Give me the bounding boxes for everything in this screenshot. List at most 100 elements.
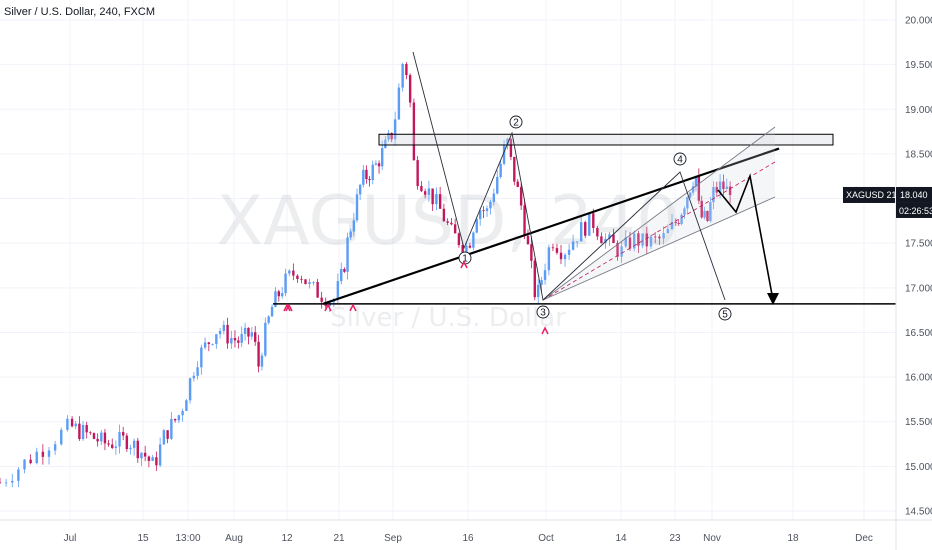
candle-body bbox=[472, 232, 475, 248]
candle bbox=[226, 317, 229, 349]
candle-body bbox=[728, 186, 732, 195]
candle-body bbox=[691, 186, 695, 193]
candle-body bbox=[420, 186, 423, 192]
candle bbox=[267, 315, 270, 325]
candle-body bbox=[683, 208, 686, 215]
candle-body bbox=[496, 177, 499, 194]
candle-body bbox=[499, 163, 502, 178]
candle bbox=[694, 175, 698, 192]
candle bbox=[405, 62, 408, 80]
candle bbox=[387, 130, 390, 142]
candle-body bbox=[725, 186, 728, 190]
candle bbox=[0, 477, 2, 484]
candle-body bbox=[300, 279, 303, 280]
candle bbox=[533, 258, 536, 301]
candle bbox=[92, 432, 96, 440]
candle bbox=[162, 428, 166, 445]
candle-body bbox=[170, 418, 173, 439]
candle-body bbox=[465, 245, 468, 252]
price-tick-label: 18.500 bbox=[905, 149, 932, 160]
candle bbox=[352, 212, 356, 237]
candle-body bbox=[608, 234, 611, 239]
wave-label-3: 3 bbox=[536, 305, 550, 319]
candle bbox=[431, 188, 434, 211]
candle bbox=[712, 181, 715, 210]
candle-body bbox=[274, 291, 277, 307]
candle bbox=[571, 234, 575, 251]
candle bbox=[147, 455, 151, 468]
candle bbox=[233, 330, 237, 348]
candle-body bbox=[118, 432, 121, 447]
candle bbox=[304, 279, 307, 285]
candle-body bbox=[374, 163, 378, 165]
candle bbox=[468, 242, 472, 249]
candle-body bbox=[308, 282, 311, 285]
candle-body bbox=[125, 435, 129, 450]
arrow-marker bbox=[349, 303, 357, 312]
candle bbox=[47, 446, 51, 465]
candle-body bbox=[547, 247, 551, 271]
candle-body bbox=[377, 163, 381, 167]
candle-body bbox=[316, 281, 319, 298]
candle bbox=[300, 275, 303, 284]
candle bbox=[381, 140, 384, 170]
candle bbox=[355, 188, 359, 223]
time-tick-label: 16 bbox=[462, 533, 474, 544]
wave-label-circle bbox=[718, 307, 732, 321]
candle bbox=[475, 216, 478, 234]
wave-label-circle bbox=[536, 305, 550, 319]
candle bbox=[215, 333, 218, 349]
candle-body bbox=[304, 279, 307, 285]
candle-body bbox=[405, 64, 408, 76]
candle bbox=[393, 111, 397, 146]
candle-body bbox=[288, 270, 291, 274]
candle-body bbox=[600, 236, 603, 244]
wave-label-text: 3 bbox=[540, 308, 546, 319]
candle-body bbox=[543, 270, 547, 280]
candle bbox=[203, 337, 207, 350]
candle-body bbox=[247, 327, 250, 337]
candle-body bbox=[502, 145, 506, 164]
time-tick-label: Sep bbox=[384, 533, 402, 544]
candle-body bbox=[257, 341, 260, 367]
candle bbox=[715, 181, 718, 198]
candle-body bbox=[211, 343, 214, 345]
candle bbox=[658, 234, 661, 245]
time-tick-label: 18 bbox=[787, 533, 799, 544]
candle bbox=[686, 196, 689, 214]
candle bbox=[579, 216, 583, 242]
candle bbox=[254, 325, 257, 346]
candle bbox=[662, 226, 665, 245]
price-tick-label: 16.000 bbox=[905, 373, 932, 384]
candle bbox=[140, 452, 143, 467]
candle bbox=[645, 226, 648, 255]
candle bbox=[516, 179, 519, 188]
candle-body bbox=[343, 269, 346, 272]
candle-body bbox=[103, 432, 107, 444]
candle bbox=[496, 170, 499, 195]
candle bbox=[264, 317, 267, 357]
candle bbox=[722, 174, 725, 195]
candle bbox=[559, 244, 563, 265]
candle-body bbox=[709, 202, 712, 221]
candle-body bbox=[0, 482, 2, 484]
candle-body bbox=[588, 213, 591, 236]
candle-body bbox=[628, 237, 632, 249]
candle bbox=[53, 440, 57, 455]
candle-body bbox=[612, 234, 615, 244]
candle bbox=[151, 455, 154, 462]
candle-body bbox=[706, 211, 709, 221]
candle bbox=[250, 327, 254, 340]
time-tick-label: 15 bbox=[137, 533, 149, 544]
candle-body bbox=[196, 367, 199, 376]
wave-label-text: 1 bbox=[462, 254, 468, 265]
symbol-badge-bg bbox=[843, 186, 895, 203]
candle-body bbox=[107, 443, 110, 445]
candle bbox=[596, 225, 599, 241]
time-tick-label: Nov bbox=[703, 533, 721, 544]
candle-body bbox=[649, 236, 653, 247]
candle-body bbox=[620, 246, 623, 257]
time-tick-label: 23 bbox=[669, 533, 681, 544]
